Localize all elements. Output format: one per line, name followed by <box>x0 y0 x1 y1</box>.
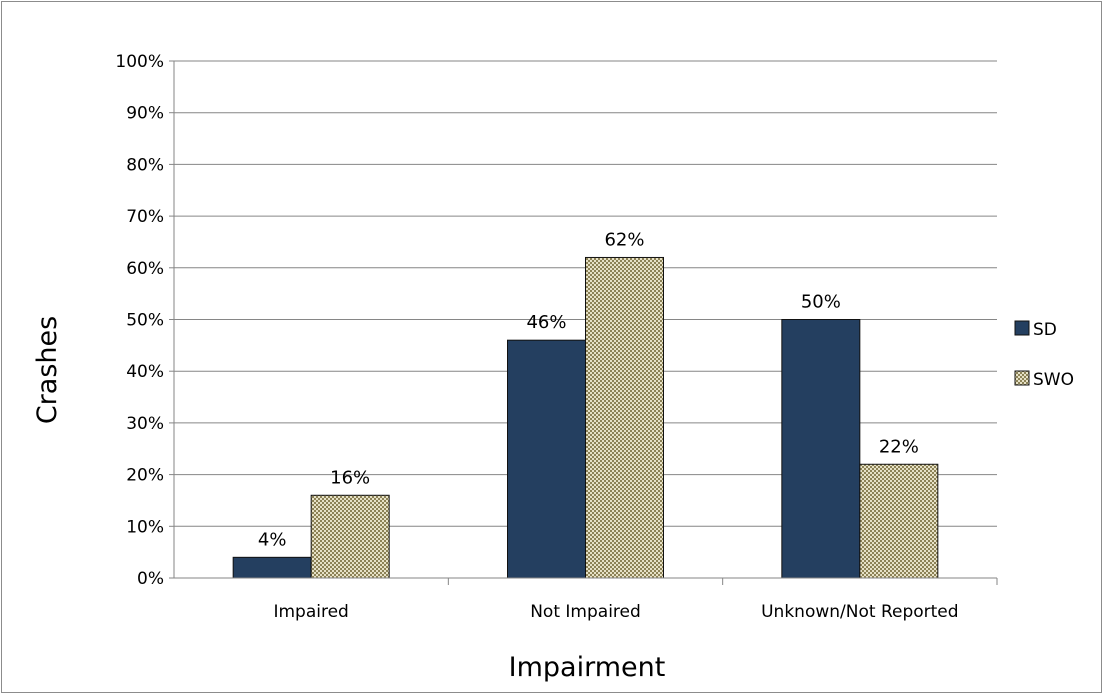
bar-sd <box>232 556 312 579</box>
bar-sd <box>781 319 861 579</box>
y-tick-label: 70% <box>126 207 164 227</box>
legend-swatch-swo <box>1014 370 1030 386</box>
legend: SD SWO <box>1014 320 1074 390</box>
x-category-label: Unknown/Not Reported <box>761 602 958 622</box>
y-tick-label: 40% <box>126 362 164 382</box>
y-tick-label: 10% <box>126 517 164 537</box>
data-label: 50% <box>801 292 841 313</box>
y-axis-title: Crashes <box>32 316 63 424</box>
bar-swo <box>310 494 390 579</box>
y-tick-label: 60% <box>126 259 164 279</box>
legend-swatch-sd <box>1014 320 1030 336</box>
y-tick-label: 20% <box>126 466 164 486</box>
bars <box>232 256 939 579</box>
data-label: 46% <box>526 312 566 333</box>
y-tick-label: 0% <box>137 569 164 589</box>
y-tick-label: 30% <box>126 414 164 434</box>
bar-swo <box>859 463 939 579</box>
x-category-label: Not Impaired <box>530 602 641 622</box>
x-category-label: Impaired <box>273 602 348 622</box>
y-tick-label: 90% <box>126 104 164 124</box>
legend-label: SD <box>1033 320 1057 340</box>
y-tick-label: 80% <box>126 155 164 175</box>
data-label: 22% <box>879 436 919 457</box>
y-tick-label: 100% <box>115 52 164 72</box>
data-label: 62% <box>604 229 644 250</box>
bar-swo <box>585 256 664 579</box>
data-label: 16% <box>330 467 370 488</box>
labels: 0% 10% 20% 30% 40% 50% 60% 70% 80% 90% 100% Impaire… <box>115 52 958 622</box>
legend-label: SWO <box>1033 370 1074 390</box>
y-tick-label: 50% <box>126 311 164 331</box>
axes <box>169 60 998 585</box>
x-axis-title: Impairment <box>509 652 666 683</box>
data-label: 4% <box>258 529 287 550</box>
bar-sd <box>507 339 586 579</box>
